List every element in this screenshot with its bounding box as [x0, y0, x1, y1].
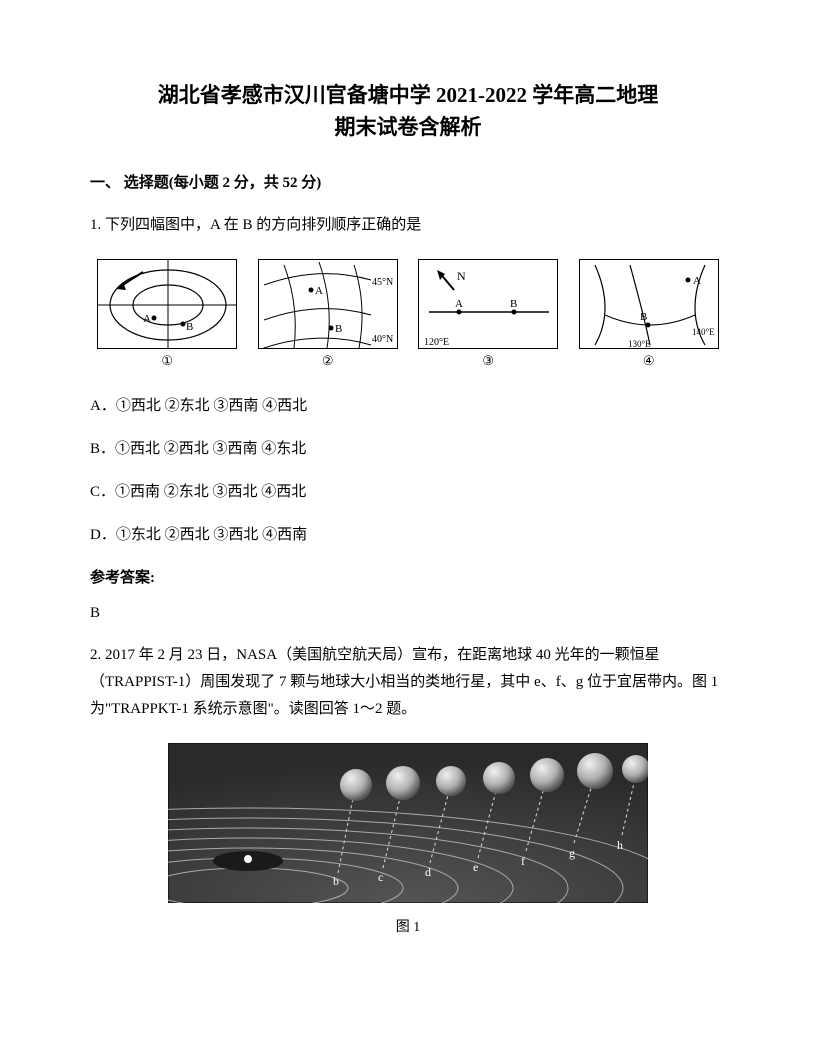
diagram-4: A B 130°E 140°E ④ [572, 259, 727, 369]
svg-text:g: g [569, 846, 575, 860]
q1-answer-label: 参考答案: [90, 566, 726, 587]
figure-2-caption: 图 1 [90, 916, 726, 936]
svg-text:A: A [455, 298, 463, 310]
q1-answer: B [90, 605, 726, 622]
page-title: 湖北省孝感市汉川官备塘中学 2021-2022 学年高二地理 期末试卷含解析 [90, 80, 726, 143]
svg-text:B: B [640, 311, 647, 323]
svg-text:h: h [617, 838, 623, 852]
svg-text:140°E: 140°E [692, 327, 715, 337]
q1-option-b: B．①西北 ②西北 ③西南 ④东北 [90, 437, 726, 458]
svg-text:A: A [315, 285, 323, 297]
figure-2-svg: b c d e f g h [168, 743, 648, 903]
section-header: 一、 选择题(每小题 2 分，共 52 分) [90, 171, 726, 192]
svg-text:B: B [335, 323, 342, 335]
diagram-2-label: ② [322, 353, 334, 369]
diagram-1-label: ① [161, 353, 173, 369]
title-line-2: 期末试卷含解析 [90, 112, 726, 144]
q1-option-a: A．①西北 ②东北 ③西南 ④西北 [90, 394, 726, 415]
svg-text:130°E: 130°E [628, 339, 651, 349]
diagram-2: A B 45°N 40°N ② [251, 259, 406, 369]
diagram-1: A B ① [90, 259, 245, 369]
svg-text:f: f [521, 854, 525, 868]
svg-text:B: B [510, 298, 517, 310]
q1-option-c: C．①西南 ②东北 ③西北 ④西北 [90, 480, 726, 501]
diagram-3: N A B 120°E ③ [411, 259, 566, 369]
q1-diagrams: A B ① A B 45°N 40°N ② N [90, 259, 726, 369]
diagram-1-svg: A B [97, 259, 237, 349]
diagram-3-label: ③ [482, 353, 494, 369]
svg-text:c: c [378, 870, 383, 884]
figure-2: b c d e f g h [90, 743, 726, 936]
svg-text:A: A [143, 313, 151, 325]
svg-text:40°N: 40°N [372, 334, 393, 345]
svg-text:d: d [425, 865, 431, 879]
q1-text: 1. 下列四幅图中，A 在 B 的方向排列顺序正确的是 [90, 212, 726, 239]
q2-text: 2. 2017 年 2 月 23 日，NASA（美国航空航天局）宣布，在距离地球… [90, 642, 726, 723]
title-line-1: 湖北省孝感市汉川官备塘中学 2021-2022 学年高二地理 [90, 80, 726, 112]
svg-text:N: N [457, 269, 466, 283]
svg-text:e: e [473, 860, 478, 874]
diagram-3-svg: N A B 120°E [418, 259, 558, 349]
q1-option-d: D．①东北 ②西北 ③西北 ④西南 [90, 523, 726, 544]
svg-text:A: A [693, 275, 701, 287]
diagram-4-svg: A B 130°E 140°E [579, 259, 719, 349]
diagram-4-label: ④ [643, 353, 655, 369]
svg-text:B: B [186, 321, 193, 333]
diagram-2-svg: A B 45°N 40°N [258, 259, 398, 349]
svg-text:b: b [333, 874, 339, 888]
svg-text:45°N: 45°N [372, 277, 393, 288]
svg-text:120°E: 120°E [424, 337, 449, 348]
